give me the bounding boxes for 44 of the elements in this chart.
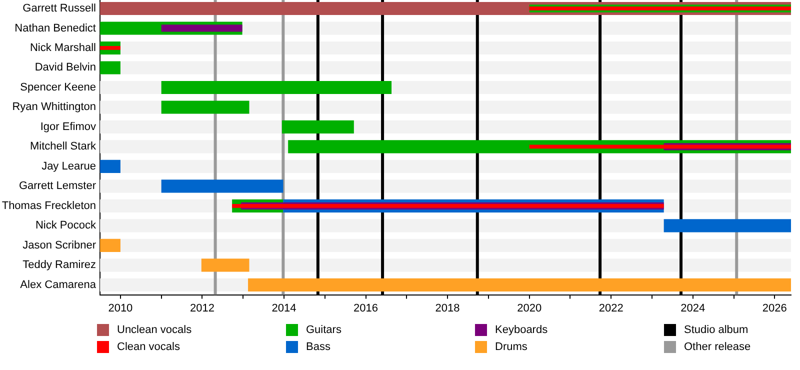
- x-tick-label: 2022: [598, 302, 624, 314]
- y-tick-label: Nick Pocock: [35, 220, 96, 232]
- bar: [201, 258, 250, 272]
- y-tick-label: Nathan Benedict: [14, 22, 96, 34]
- bar: [232, 204, 664, 208]
- x-tick-label: 2026: [762, 302, 787, 314]
- y-tick-label: Igor Efimov: [40, 120, 96, 133]
- bar: [161, 100, 250, 114]
- legend-label: Clean vocals: [117, 340, 180, 352]
- y-tick-label: David Belvin: [34, 62, 96, 74]
- y-tick-label: Jay Learue: [42, 160, 96, 172]
- y-tick-label: Spencer Keene: [20, 81, 96, 94]
- x-tick-label: 2018: [435, 302, 460, 314]
- bar: [100, 160, 120, 173]
- x-tick-label: 2016: [354, 302, 378, 314]
- y-tick-label: Ryan Whittington: [12, 101, 96, 114]
- x-tick-label: 2012: [190, 302, 214, 314]
- legend-label: Bass: [306, 340, 330, 352]
- bar: [282, 120, 354, 134]
- legend-label: Drums: [495, 340, 528, 352]
- bar: [100, 46, 120, 50]
- y-tick-label: Garrett Russell: [22, 2, 96, 15]
- x-tick-label: 2020: [517, 302, 542, 314]
- bar: [100, 61, 120, 74]
- x-tick-label: 2010: [108, 302, 133, 314]
- y-tick-label: Teddy Ramirez: [22, 259, 96, 272]
- bar: [100, 238, 120, 252]
- bar: [161, 180, 284, 193]
- legend-label: Other release: [684, 340, 751, 352]
- legend-label: Guitars: [306, 324, 342, 336]
- bar: [529, 144, 791, 149]
- legend-label: Keyboards: [495, 324, 548, 336]
- x-tick-label: 2024: [680, 302, 706, 314]
- bar: [161, 24, 242, 32]
- y-tick-label: Thomas Freckleton: [2, 200, 96, 212]
- legend-label: Studio album: [684, 324, 748, 336]
- legend-label: Unclean vocals: [117, 324, 192, 336]
- y-tick-label: Nick Marshall: [30, 42, 96, 54]
- y-tick-label: Jason Scribner: [22, 239, 96, 252]
- y-tick-label: Mitchell Stark: [30, 140, 96, 153]
- bar: [664, 219, 791, 232]
- y-tick-label: Garrett Lemster: [18, 180, 96, 192]
- y-tick-label: Alex Camarena: [20, 278, 97, 291]
- x-tick-label: 2014: [272, 302, 296, 314]
